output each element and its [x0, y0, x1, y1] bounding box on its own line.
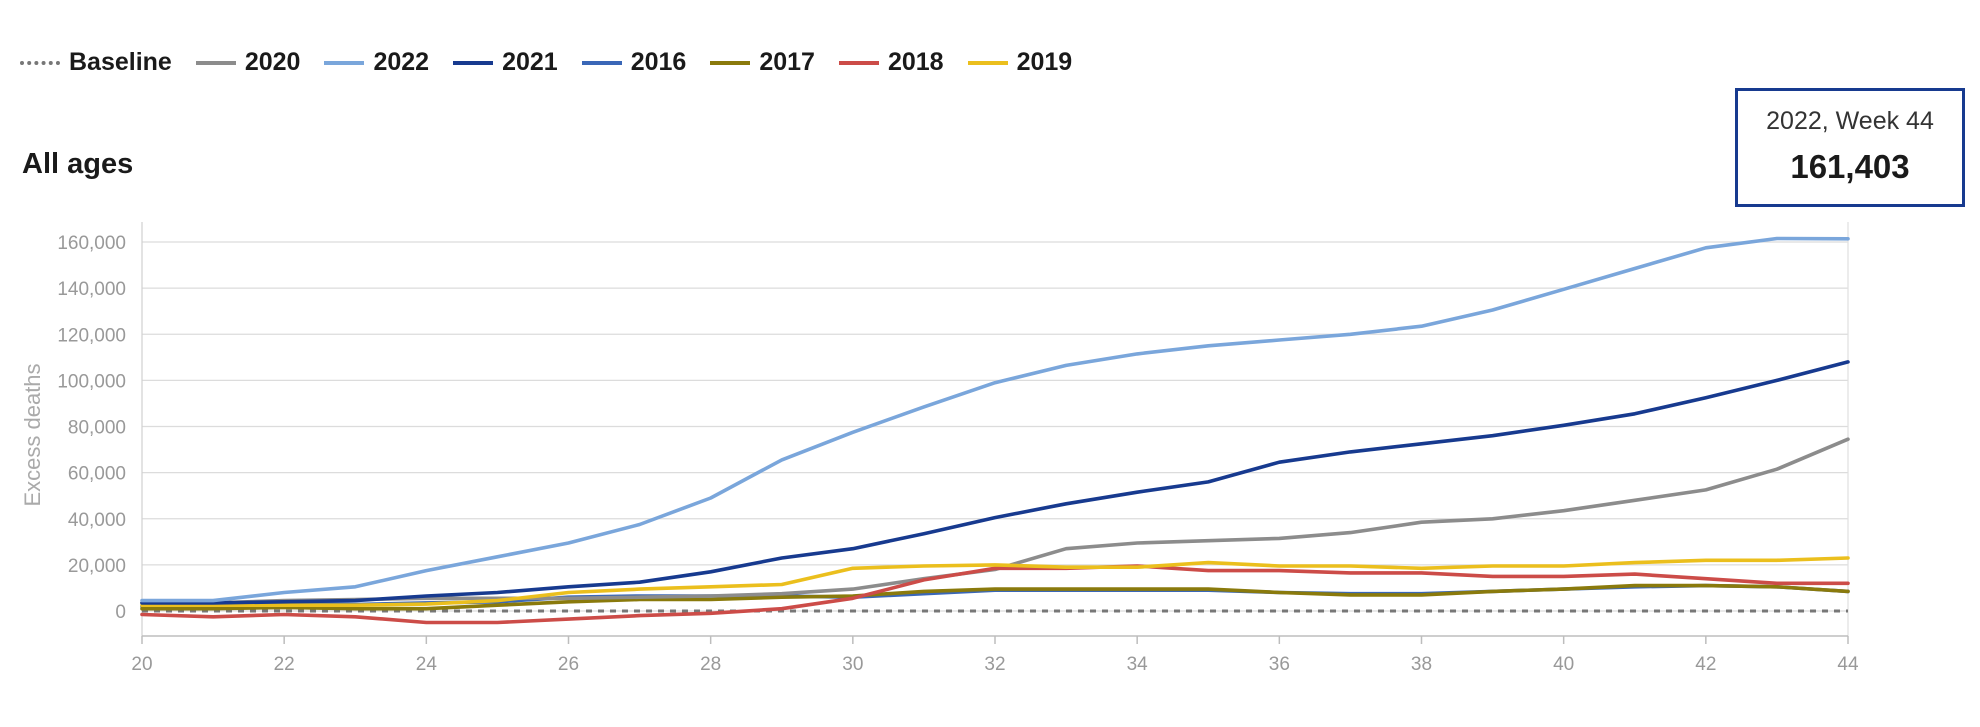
legend-label: 2022 [373, 48, 430, 76]
legend-swatch [838, 60, 879, 65]
series-line-2018 [140, 564, 1850, 625]
x-tick-label: 26 [558, 654, 579, 675]
y-tick-label: 100,000 [57, 371, 126, 392]
legend-label: 2016 [630, 48, 687, 76]
x-tick-label: 44 [1837, 654, 1859, 675]
tooltip-title: 2022, Week 44 [1766, 107, 1934, 135]
panel-title: All ages [22, 148, 134, 180]
legend-item-2016[interactable]: 2016 [581, 48, 687, 77]
x-tick-label: 34 [1127, 654, 1149, 675]
chart-legend: Baseline 2020 2022 2021 2016 2017 2018 2019 [20, 48, 1096, 77]
legend-item-baseline[interactable]: Baseline [20, 48, 172, 77]
y-tick-label: 160,000 [57, 233, 126, 254]
axes: 0 20,000 40,000 60,000 80,000 100,000 120,000 1… [57, 222, 1859, 675]
legend-item-2021[interactable]: 2021 [453, 48, 558, 77]
legend-item-2022[interactable]: 2022 [324, 48, 429, 77]
y-tick-label: 60,000 [68, 464, 126, 485]
legend-label: 2019 [1016, 48, 1073, 76]
hover-tooltip: 2022, Week 44 161,403 [1735, 88, 1965, 207]
x-tick-label: 40 [1553, 654, 1574, 675]
series-line-2021 [140, 360, 1850, 605]
x-tick-label: 32 [984, 654, 1005, 675]
legend-label: Baseline [69, 48, 172, 76]
legend-swatch [967, 60, 1008, 65]
legend-swatch [453, 60, 494, 65]
legend-label: 2018 [887, 48, 944, 76]
series-line-2022 [140, 236, 1850, 603]
legend-swatch [581, 60, 622, 65]
legend-swatch [324, 60, 365, 65]
series-lines [140, 236, 1850, 625]
legend-item-2017[interactable]: 2017 [710, 48, 815, 77]
series-line-2017 [140, 583, 1850, 611]
x-tick-label: 20 [131, 654, 152, 675]
legend-label: 2021 [502, 48, 558, 76]
legend-label: 2020 [244, 48, 301, 76]
legend-item-2018[interactable]: 2018 [838, 48, 944, 77]
legend-swatch [195, 60, 236, 65]
x-tick-label: 36 [1269, 654, 1290, 675]
y-tick-label: 140,000 [57, 279, 126, 300]
y-tick-label: 120,000 [57, 325, 126, 346]
x-tick-label: 42 [1695, 654, 1716, 675]
y-tick-label: 20,000 [68, 556, 126, 577]
x-tick-label: 22 [274, 654, 295, 675]
x-tick-label: 30 [842, 654, 863, 675]
legend-swatch [20, 60, 60, 65]
y-tick-label: 80,000 [68, 418, 126, 439]
grid-lines [142, 241, 1848, 612]
legend-label: 2017 [759, 48, 815, 76]
x-tick-label: 38 [1411, 654, 1432, 675]
series-line-2019 [140, 556, 1850, 608]
x-tick-label: 28 [700, 654, 721, 675]
x-tick-label: 24 [416, 654, 438, 675]
legend-item-2019[interactable]: 2019 [967, 48, 1073, 77]
y-tick-label: 0 [115, 602, 126, 623]
tooltip-value: 161,403 [1790, 148, 1910, 185]
legend-item-2020[interactable]: 2020 [195, 48, 301, 77]
legend-swatch [710, 60, 751, 65]
y-axis-title: Excess deaths [20, 363, 45, 506]
y-tick-label: 40,000 [68, 510, 126, 531]
